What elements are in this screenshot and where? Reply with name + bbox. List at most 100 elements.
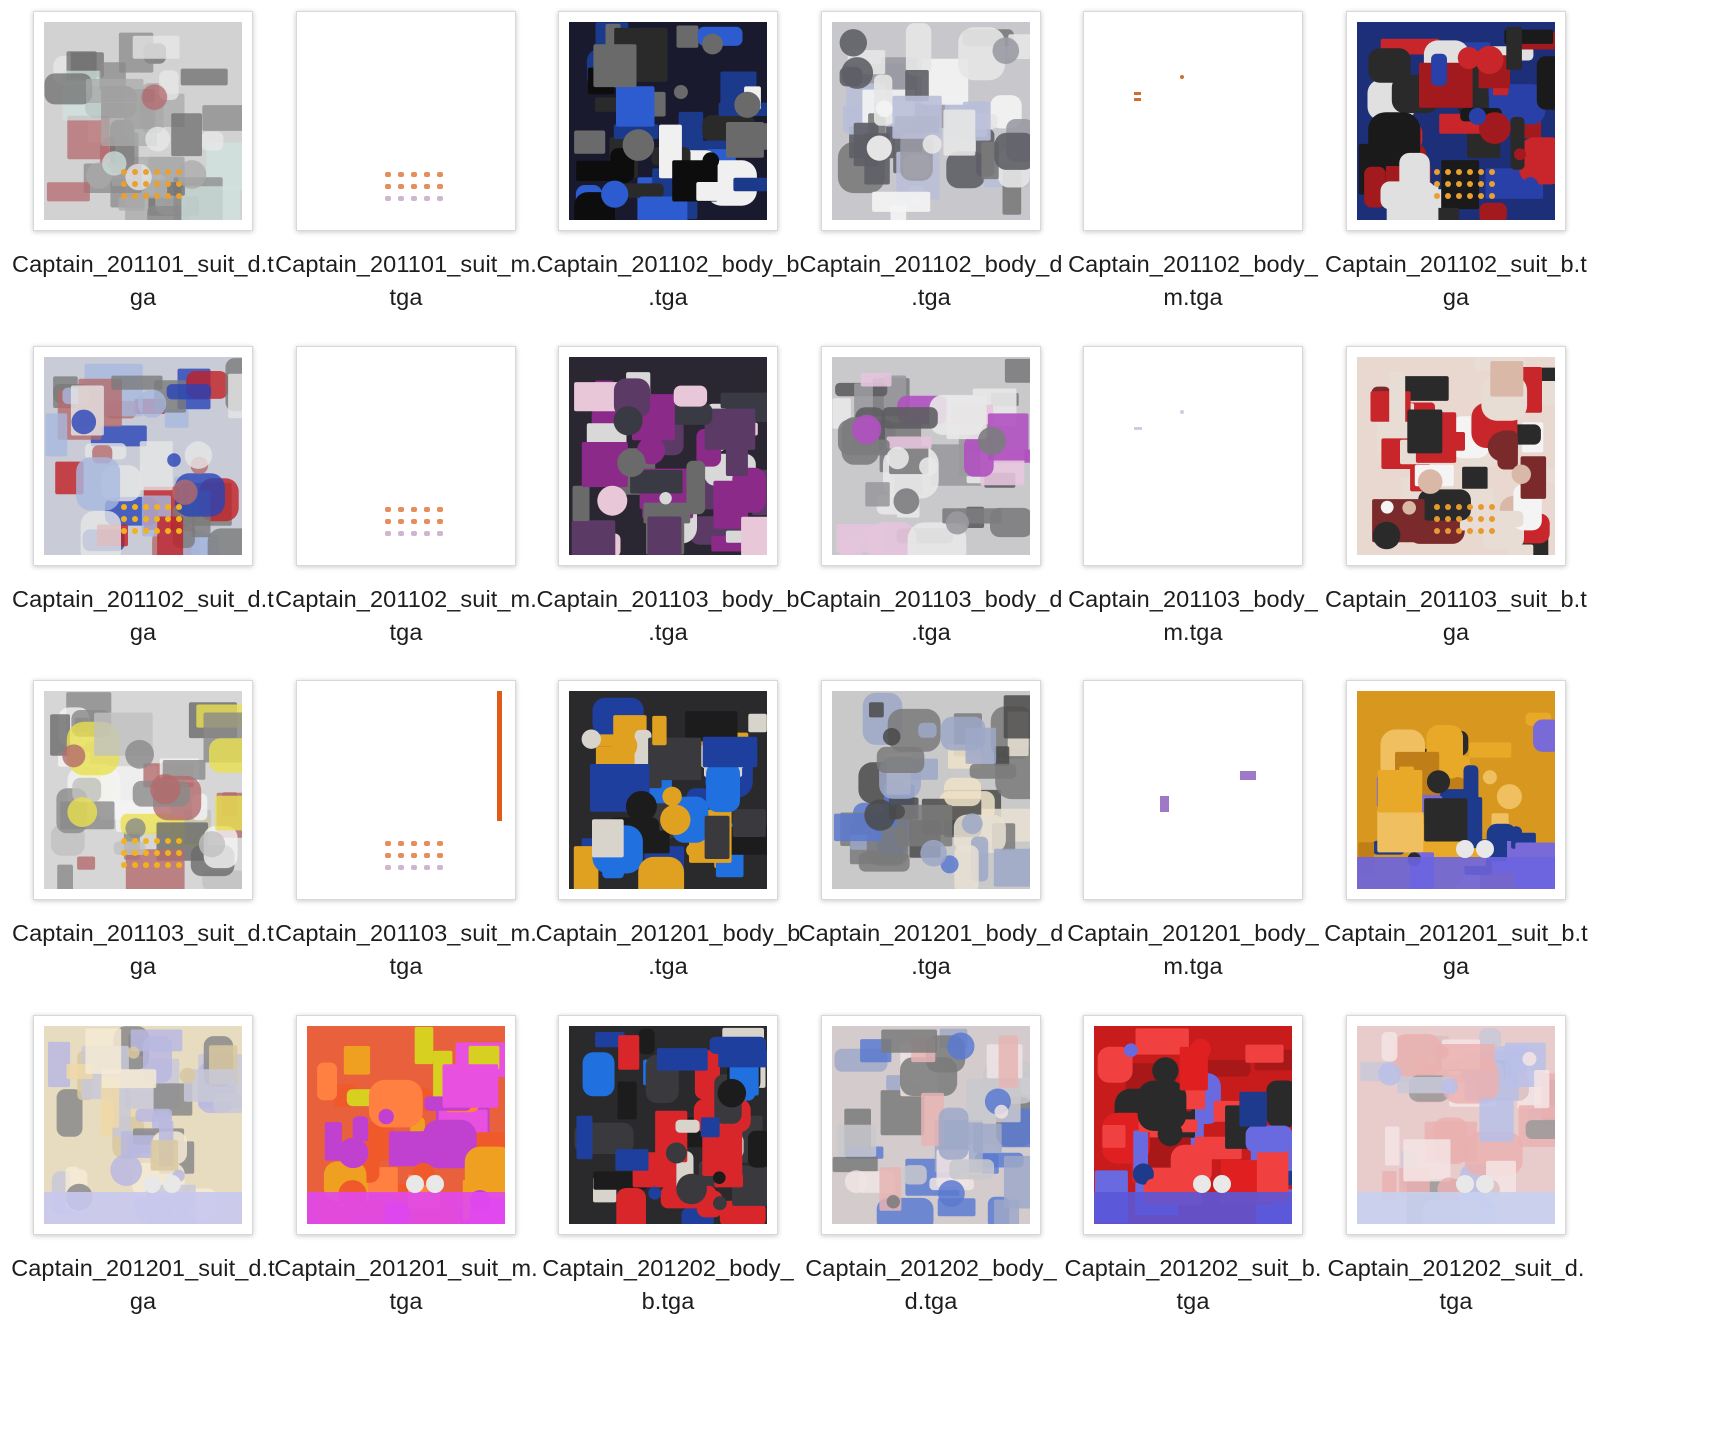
file-thumbnail[interactable] <box>296 346 516 566</box>
file-name-line: tga <box>1439 1288 1473 1314</box>
file-name-line: .tga <box>648 953 688 979</box>
file-thumbnail[interactable] <box>33 346 253 566</box>
texture-body-dark-icon <box>569 22 767 220</box>
file-name-label[interactable]: Captain_201202_body_ d.tga <box>787 1252 1075 1318</box>
file-name-line: ga <box>1442 619 1470 645</box>
file-name-label[interactable]: Captain_201202_suit_d. tga <box>1312 1252 1600 1318</box>
file-name-line: .tga <box>911 953 951 979</box>
file-name-label[interactable]: Captain_201103_suit_m. tga <box>262 917 550 983</box>
file-item[interactable]: Captain_201103_body_b .tga <box>524 335 812 703</box>
file-thumbnail[interactable] <box>1346 346 1566 566</box>
texture-suit-red-icon <box>1357 357 1555 555</box>
file-item[interactable]: Captain_201101_suit_d.t ga <box>0 0 287 368</box>
file-thumbnail[interactable] <box>33 1015 253 1235</box>
file-name-label[interactable]: Captain_201201_body_b .tga <box>524 917 812 983</box>
file-item[interactable]: Captain_201201_suit_b.t ga <box>1312 669 1600 1037</box>
file-item[interactable]: Captain_201201_suit_m. tga <box>262 1004 550 1372</box>
file-thumbnail[interactable] <box>558 1015 778 1235</box>
file-thumbnail[interactable] <box>1346 11 1566 231</box>
file-item[interactable]: Captain_201103_suit_d.t ga <box>0 669 287 1037</box>
file-name-label[interactable]: Captain_201102_suit_m. tga <box>262 583 550 649</box>
file-item[interactable]: Captain_201202_body_ b.tga <box>524 1004 812 1372</box>
file-thumbnail[interactable] <box>558 680 778 900</box>
file-thumbnail[interactable] <box>821 346 1041 566</box>
file-thumbnail[interactable] <box>1083 1015 1303 1235</box>
file-thumbnail[interactable] <box>296 1015 516 1235</box>
file-name-line: ga <box>129 284 157 310</box>
file-name-label[interactable]: Captain_201202_body_ b.tga <box>524 1252 812 1318</box>
file-name-label[interactable]: Captain_201102_suit_b.t ga <box>1312 248 1600 314</box>
file-thumbnail[interactable] <box>558 11 778 231</box>
file-name-label[interactable]: Captain_201201_suit_m. tga <box>262 1252 550 1318</box>
file-item[interactable]: Captain_201103_suit_m. tga <box>262 669 550 1037</box>
file-name-line: tga <box>389 953 423 979</box>
file-name-label[interactable]: Captain_201201_suit_b.t ga <box>1312 917 1600 983</box>
file-item[interactable]: Captain_201202_suit_b. tga <box>1049 1004 1337 1372</box>
file-thumbnail[interactable] <box>821 680 1041 900</box>
file-item[interactable]: Captain_201102_suit_d.t ga <box>0 335 287 703</box>
file-name-label[interactable]: Captain_201103_body_ m.tga <box>1049 583 1337 649</box>
file-name-label[interactable]: Captain_201102_body_b .tga <box>524 248 812 314</box>
file-thumbnail[interactable] <box>33 11 253 231</box>
file-name-label[interactable]: Captain_201101_suit_m.tga <box>262 248 550 314</box>
texture-mask-stripe-icon <box>307 691 505 889</box>
texture-suit-light-icon <box>44 357 242 555</box>
file-name-line: .tga <box>648 619 688 645</box>
file-item[interactable]: Captain_201102_body_d .tga <box>787 0 1075 368</box>
file-item[interactable]: Captain_201102_suit_b.t ga <box>1312 0 1600 368</box>
file-item[interactable]: Captain_201101_suit_m.tga <box>262 0 550 368</box>
file-name-label[interactable]: Captain_201102_body_ m.tga <box>1049 248 1337 314</box>
file-thumbnail[interactable] <box>1083 11 1303 231</box>
texture-mask-dots-icon <box>307 22 505 220</box>
file-name-line: Captain_201201_body_b <box>535 920 801 946</box>
file-thumbnail[interactable] <box>296 11 516 231</box>
file-name-line: .tga <box>911 619 951 645</box>
file-item[interactable]: Captain_201202_suit_d. tga <box>1312 1004 1600 1372</box>
file-thumbnail[interactable] <box>1346 1015 1566 1235</box>
file-thumbnail[interactable] <box>296 680 516 900</box>
file-name-line: tga <box>389 284 423 310</box>
file-item[interactable]: Captain_201102_body_ m.tga <box>1049 0 1337 368</box>
file-thumbnail[interactable] <box>558 346 778 566</box>
file-item[interactable]: Captain_201201_body_d .tga <box>787 669 1075 1037</box>
file-name-label[interactable]: Captain_201201_body_ m.tga <box>1049 917 1337 983</box>
texture-mask-sparse-icon <box>1094 22 1292 220</box>
file-item[interactable]: Captain_201103_body_ m.tga <box>1049 335 1337 703</box>
file-name-line: m.tga <box>1163 619 1223 645</box>
texture-mask-color-icon <box>307 1026 505 1224</box>
file-item[interactable]: Captain_201102_body_b .tga <box>524 0 812 368</box>
file-name-line: ga <box>129 619 157 645</box>
file-item[interactable]: Captain_201102_suit_m. tga <box>262 335 550 703</box>
file-name-label[interactable]: Captain_201103_body_b .tga <box>524 583 812 649</box>
file-thumbnail[interactable] <box>1346 680 1566 900</box>
file-name-label[interactable]: Captain_201103_suit_b.t ga <box>1312 583 1600 649</box>
file-item[interactable]: Captain_201103_body_d .tga <box>787 335 1075 703</box>
texture-body-light-icon <box>832 357 1030 555</box>
texture-mask-sparse-icon <box>1094 357 1292 555</box>
file-item[interactable]: Captain_201201_body_b .tga <box>524 669 812 1037</box>
file-name-label[interactable]: Captain_201103_suit_d.t ga <box>0 917 287 983</box>
file-name-label[interactable]: Captain_201102_body_d .tga <box>787 248 1075 314</box>
file-thumbnail[interactable] <box>821 11 1041 231</box>
file-name-label[interactable]: Captain_201101_suit_d.t ga <box>0 248 287 314</box>
file-name-label[interactable]: Captain_201102_suit_d.t ga <box>0 583 287 649</box>
file-item[interactable]: Captain_201202_body_ d.tga <box>787 1004 1075 1372</box>
file-item[interactable]: Captain_201103_suit_b.t ga <box>1312 335 1600 703</box>
file-item[interactable]: Captain_201201_suit_d.t ga <box>0 1004 287 1372</box>
texture-body-red-icon <box>569 1026 767 1224</box>
file-name-line: Captain_201101_suit_m. <box>275 251 537 277</box>
file-name-line: Captain_201103_body_ <box>1068 586 1318 612</box>
file-thumbnail[interactable] <box>1083 680 1303 900</box>
file-item[interactable]: Captain_201201_body_ m.tga <box>1049 669 1337 1037</box>
file-thumbnail[interactable] <box>1083 346 1303 566</box>
file-name-label[interactable]: Captain_201202_suit_b. tga <box>1049 1252 1337 1318</box>
file-name-line: tga <box>1176 1288 1210 1314</box>
file-thumbnail[interactable] <box>33 680 253 900</box>
file-name-line: ga <box>1442 953 1470 979</box>
file-name-line: Captain_201102_suit_b.t <box>1325 251 1587 277</box>
file-thumbnail[interactable] <box>821 1015 1041 1235</box>
file-name-line: Captain_201102_body_ <box>1068 251 1318 277</box>
file-name-label[interactable]: Captain_201201_body_d .tga <box>787 917 1075 983</box>
file-name-label[interactable]: Captain_201201_suit_d.t ga <box>0 1252 287 1318</box>
file-name-label[interactable]: Captain_201103_body_d .tga <box>787 583 1075 649</box>
